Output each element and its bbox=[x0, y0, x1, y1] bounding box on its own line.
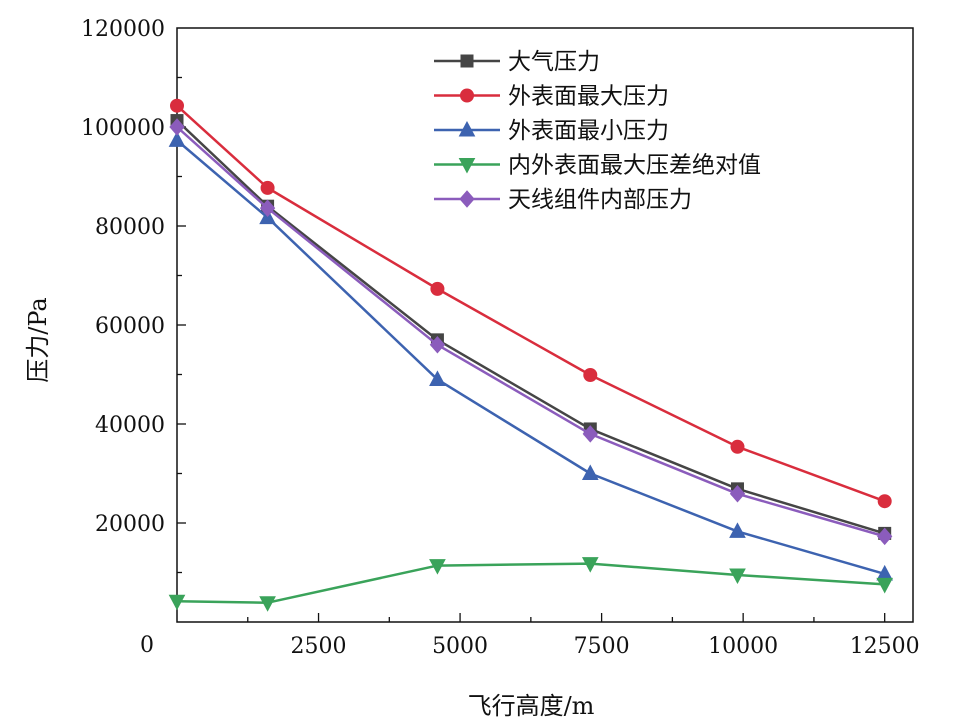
legend-marker bbox=[458, 120, 476, 137]
x-tick-label: 10000 bbox=[708, 634, 778, 659]
series-line bbox=[176, 562, 885, 604]
x-tick-label: 5000 bbox=[432, 634, 488, 659]
data-point bbox=[169, 118, 185, 136]
data-point bbox=[430, 281, 445, 296]
series-line bbox=[176, 104, 886, 503]
x-axis-title: 飞行高度/m bbox=[468, 692, 595, 720]
legend-marker bbox=[460, 54, 474, 68]
data-point bbox=[168, 594, 186, 611]
legend-label: 内外表面最大压差绝对值 bbox=[508, 153, 761, 179]
series-4 bbox=[168, 557, 894, 612]
legend-marker bbox=[459, 190, 475, 208]
series-5 bbox=[169, 118, 893, 546]
data-point bbox=[729, 522, 746, 538]
data-point bbox=[429, 336, 446, 354]
data-point bbox=[259, 596, 276, 612]
data-point bbox=[581, 464, 599, 480]
legend-label: 外表面最小压力 bbox=[508, 118, 669, 144]
data-point bbox=[729, 568, 746, 585]
y-tick-label: 80000 bbox=[95, 215, 165, 240]
data-point bbox=[877, 494, 892, 509]
y-axis-title: 压力/Pa bbox=[24, 297, 52, 382]
x-axis-ticks: 0 2500 5000 7500 10000 12500 bbox=[140, 613, 920, 659]
legend-label: 外表面最大压力 bbox=[508, 84, 669, 110]
data-point bbox=[581, 557, 599, 573]
data-point bbox=[876, 577, 894, 594]
data-point bbox=[170, 98, 184, 113]
legend-label: 大气压力 bbox=[508, 49, 600, 75]
legend-item: 大气压力 bbox=[434, 49, 600, 75]
data-point bbox=[877, 527, 893, 546]
y-tick-label: 20000 bbox=[95, 512, 165, 537]
data-point bbox=[730, 439, 745, 454]
data-point bbox=[168, 131, 186, 147]
legend-label: 天线组件内部压力 bbox=[508, 187, 692, 213]
series-line bbox=[176, 139, 886, 576]
data-point bbox=[259, 199, 276, 217]
y-tick-label: 40000 bbox=[95, 413, 165, 438]
data-point bbox=[429, 370, 446, 386]
series-line bbox=[176, 126, 886, 538]
series-line bbox=[176, 119, 886, 535]
series-layer bbox=[168, 98, 894, 612]
legend-marker bbox=[458, 158, 476, 174]
legend-item: 外表面最大压力 bbox=[434, 84, 669, 110]
data-point bbox=[260, 180, 275, 195]
data-point bbox=[729, 485, 746, 503]
legend-item: 内外表面最大压差绝对值 bbox=[434, 153, 761, 179]
x-tick-label: 12500 bbox=[850, 634, 920, 659]
y-axis-ticks: 20000 40000 60000 80000 100000 120000 bbox=[81, 17, 186, 574]
legend-item: 天线组件内部压力 bbox=[434, 187, 692, 213]
y-tick-label: 60000 bbox=[95, 314, 165, 339]
data-point bbox=[582, 425, 598, 443]
x-tick-label: 0 bbox=[140, 633, 154, 658]
series-3 bbox=[168, 131, 894, 581]
series-2 bbox=[170, 98, 892, 509]
data-point bbox=[583, 367, 598, 382]
x-tick-label: 7500 bbox=[574, 634, 630, 659]
y-tick-label: 120000 bbox=[81, 17, 165, 42]
legend-item: 外表面最小压力 bbox=[434, 118, 669, 144]
legend-marker bbox=[460, 88, 474, 103]
data-point bbox=[429, 559, 446, 575]
y-tick-label: 100000 bbox=[81, 116, 165, 141]
x-tick-label: 2500 bbox=[291, 634, 347, 659]
